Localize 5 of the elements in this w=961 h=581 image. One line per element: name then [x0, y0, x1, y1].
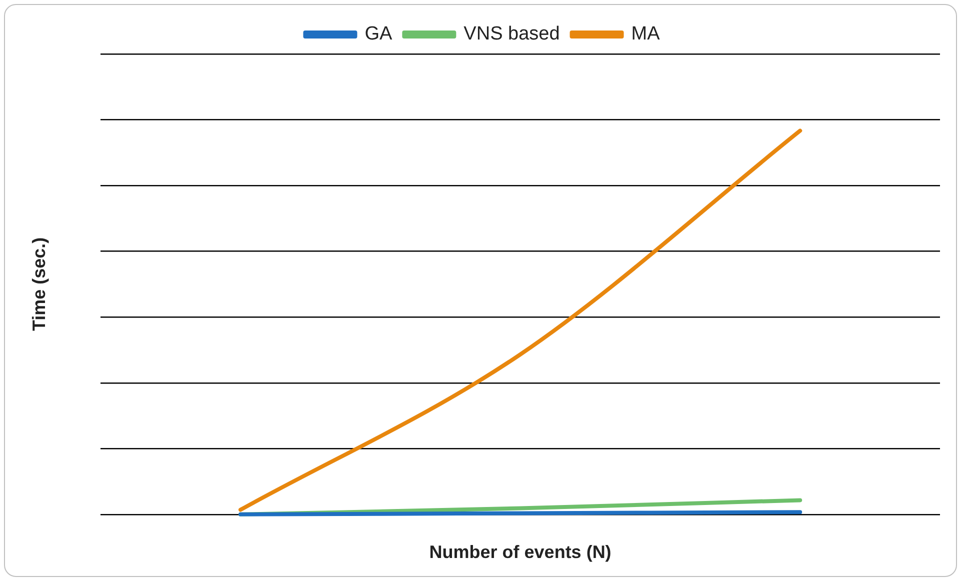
legend-label: GA	[364, 24, 392, 45]
legend-label: VNS based	[464, 24, 560, 45]
y-axis-title: Time (sec.)	[28, 237, 49, 332]
x-axis-title: Number of events (N)	[429, 542, 612, 562]
legend-label: MA	[631, 24, 660, 45]
